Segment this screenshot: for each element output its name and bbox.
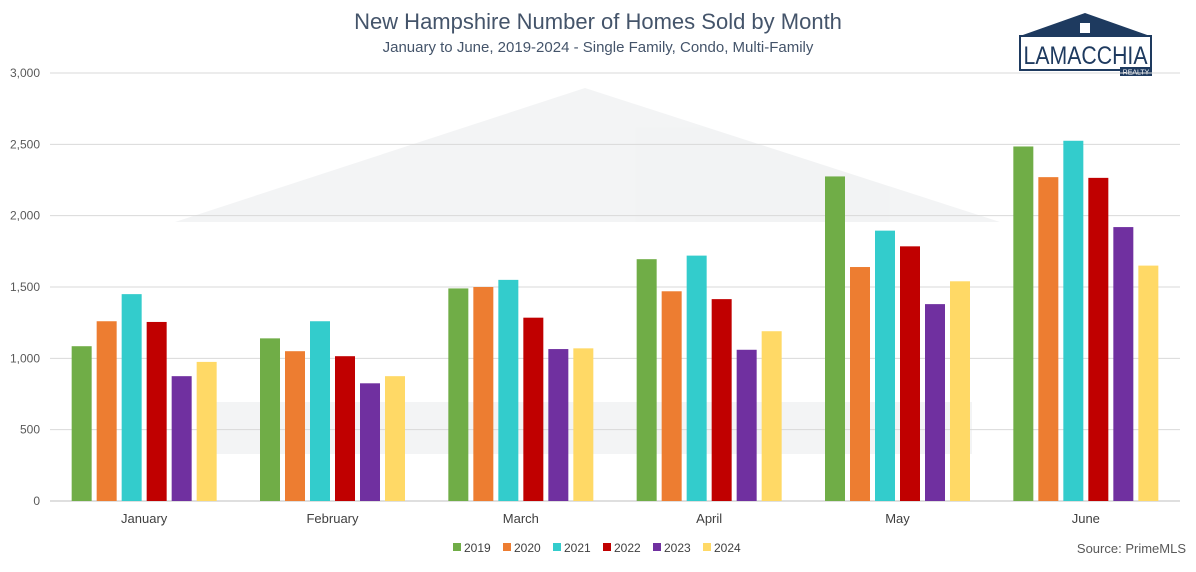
y-tick-label: 2,000 [10,209,40,223]
x-tick-label: March [503,511,539,526]
legend-swatch [703,543,711,551]
bar-january-2024 [196,361,217,501]
source-note: Source: PrimeMLS [1077,541,1186,556]
bar-may-2024 [950,281,970,501]
legend-label: 2019 [464,541,491,555]
x-tick-label: April [696,511,722,526]
legend-label: 2020 [514,541,541,555]
bar-january-2022 [146,321,167,501]
y-tick-label: 2,500 [10,137,40,151]
y-tick-label: 500 [20,423,40,437]
legend-swatch [603,543,611,551]
bar-march-2024 [573,348,594,501]
bar-april-2020 [661,291,682,501]
legend-item-2023: 2023 [653,541,691,555]
legend-item-2024: 2024 [703,541,741,555]
legend-item-2021: 2021 [553,541,591,555]
bar-june-2021 [1063,140,1084,501]
bar-june-2019 [1013,146,1034,501]
y-tick-label: 1,000 [10,351,40,365]
grid-lines [50,72,1180,502]
bar-april-2019 [636,259,657,501]
y-tick-label: 1,500 [10,280,40,294]
bar-february-2019 [260,338,280,501]
bar-may-2023 [925,304,945,501]
legend-swatch [653,543,661,551]
legend-label: 2022 [614,541,641,555]
legend-item-2022: 2022 [603,541,641,555]
bars [71,140,1159,502]
bar-march-2022 [523,317,544,501]
company-logo: LAMACCHIA REALTY [1019,13,1152,77]
bar-june-2023 [1113,227,1134,501]
bar-march-2020 [473,287,494,501]
bar-may-2022 [900,246,920,501]
bar-june-2022 [1088,177,1109,502]
legend-item-2020: 2020 [503,541,541,555]
x-tick-label: June [1072,511,1100,526]
bar-january-2020 [96,321,117,501]
x-tick-label: January [121,511,168,526]
bar-february-2021 [310,321,330,501]
bar-march-2023 [548,349,569,501]
chart-title: New Hampshire Number of Homes Sold by Mo… [354,9,842,34]
legend-swatch [453,543,461,551]
y-tick-label: 3,000 [10,66,40,80]
bar-june-2024 [1138,265,1159,501]
legend-label: 2024 [714,541,741,555]
bar-june-2020 [1038,177,1059,501]
chart-subtitle: January to June, 2019-2024 - Single Fami… [383,39,814,56]
bar-may-2019 [825,176,845,501]
bar-january-2021 [121,294,142,501]
bar-april-2021 [686,255,707,501]
bar-may-2021 [875,230,895,501]
legend-label: 2023 [664,541,691,555]
legend-swatch [553,543,561,551]
bar-march-2019 [448,288,469,501]
bar-april-2024 [761,331,782,501]
bar-april-2023 [736,349,757,501]
legend: 2019 2020 2021 2022 2023 2024 [453,541,741,555]
logo-name: LAMACCHIA [1024,42,1148,70]
bar-march-2021 [498,279,519,501]
y-tick-label: 0 [33,494,40,508]
x-tick-label: February [306,511,359,526]
bar-february-2024 [385,376,405,501]
x-tick-label: May [885,511,910,526]
y-axis: 0 500 1,000 1,500 2,000 2,500 3,000 [10,66,40,508]
legend-label: 2021 [564,541,591,555]
bar-april-2022 [711,299,732,501]
bar-january-2023 [171,376,192,501]
bar-may-2020 [850,267,870,501]
bar-february-2023 [360,383,380,501]
logo-window-icon [1080,23,1090,33]
bar-february-2022 [335,356,355,501]
legend-swatch [503,543,511,551]
x-axis: January February March April May June [121,511,1100,526]
bar-february-2020 [285,351,305,501]
bar-january-2019 [71,346,92,501]
legend-item-2019: 2019 [453,541,491,555]
